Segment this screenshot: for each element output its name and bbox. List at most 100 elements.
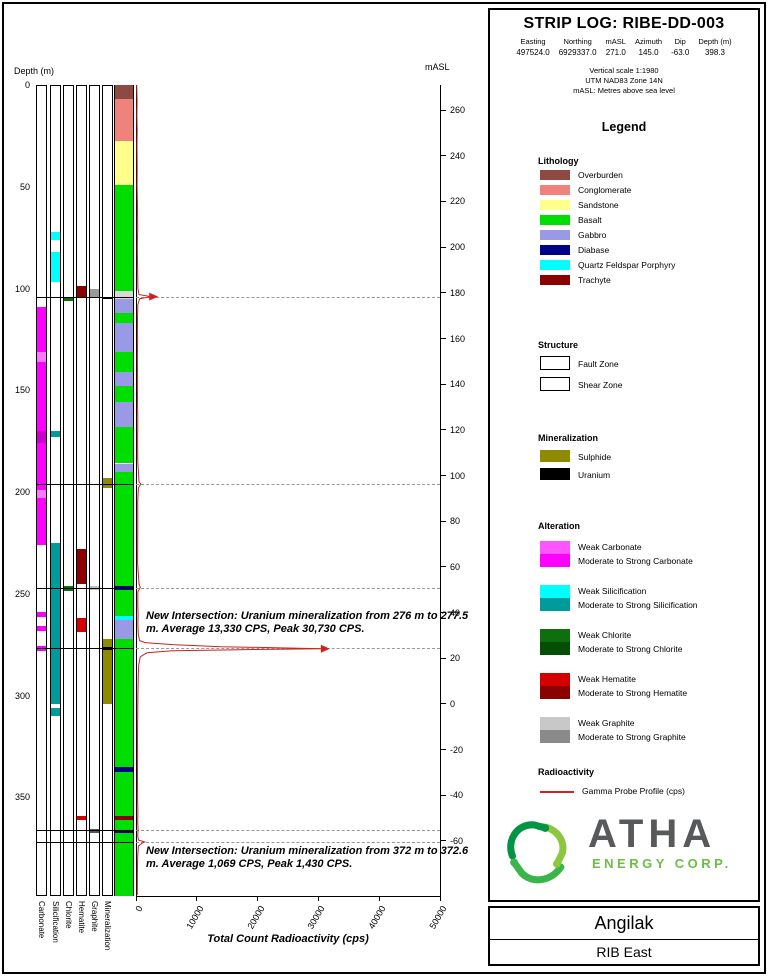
atha-logo-icon: [507, 821, 567, 884]
masl-tick-mark: [440, 520, 446, 522]
alteration-swatch-weak-weak-graphite: [540, 717, 570, 730]
carbonate-interval: [37, 430, 46, 444]
gamma-spike-arrow: [320, 644, 330, 653]
x-tick-mark: [439, 895, 441, 901]
masl-tick-label: 160: [450, 333, 466, 344]
carbonate-interval: [37, 361, 46, 431]
lithology-swatch-gabbro: [540, 230, 570, 240]
masl-tick-label: 60: [450, 561, 461, 572]
reference-dashed-line: [136, 829, 440, 831]
collar-col-dip: Dip -63.0: [671, 37, 689, 57]
alteration-swatch-weak-weak-silicification: [540, 585, 570, 598]
alteration-swatch-weak-weak-hematite: [540, 673, 570, 686]
x-tick-mark: [378, 895, 380, 901]
collar-col-northing: Northing 6929337.0: [559, 37, 597, 57]
depth-tick-label: 150: [14, 385, 30, 396]
carbonate-interval: [37, 645, 46, 651]
mineralization-interval: [103, 646, 112, 650]
alteration-weak-label: Weak Silicification: [578, 586, 647, 596]
silicification-interval: [51, 231, 60, 240]
lithology-interval-basalt: [115, 426, 133, 448]
masl-tick-label: 220: [450, 196, 466, 207]
lithology-interval-basalt: [115, 771, 133, 816]
collar-value: -63.0: [671, 48, 690, 57]
carbonate-interval: [37, 626, 46, 632]
depth-tick-label: 0: [24, 80, 30, 90]
structure-swatch-fault-zone: [540, 356, 570, 370]
lithology-item-label: Quartz Feldspar Porphyry: [578, 260, 676, 270]
collar-value: 497524.0: [516, 48, 550, 57]
column-label-hematite: Hematite: [77, 900, 86, 933]
carbonate-interval: [37, 351, 46, 362]
reference-dashed-line: [136, 841, 440, 843]
lithology-interval-basalt: [115, 638, 133, 706]
strip-lane-hematite: [76, 85, 87, 896]
chlorite-interval: [64, 585, 73, 591]
alteration-weak-label: Weak Carbonate: [578, 542, 642, 552]
project-name: Angilak: [594, 913, 654, 933]
lithology-interval-basalt: [115, 520, 133, 537]
depth-axis-label: Depth (m): [14, 66, 55, 76]
project-area: RIB East: [596, 944, 652, 960]
mineralization-swatch-uranium: [540, 468, 570, 480]
atha-logo: ATHA ENERGY CORP.: [500, 808, 752, 900]
lithology-item-label: Sandstone: [578, 200, 619, 210]
interval-boundary-line: [36, 648, 134, 650]
masl-tick-label: 20: [450, 653, 461, 664]
lithology-interval-basalt: [115, 239, 133, 258]
masl-tick-label: 260: [450, 105, 466, 116]
collar-header: Dip: [674, 37, 686, 46]
masl-tick-label: 140: [450, 379, 466, 390]
lithology-swatch-quartz-feldspar-porphyry: [540, 260, 570, 270]
legend-title: Legend: [601, 120, 647, 134]
silicification-interval: [51, 707, 60, 716]
collar-col-easting: Easting 497524.0: [516, 37, 549, 57]
silicification-interval: [51, 542, 60, 704]
lithology-item-label: Overburden: [578, 170, 623, 180]
mineralization-section-title: Mineralization: [538, 433, 599, 443]
lithology-interval-quartz-feldspar-porphyry: [115, 616, 133, 621]
lithology-interval-basalt: [115, 536, 133, 586]
lithology-item-label: Trachyte: [578, 275, 611, 285]
alteration-swatch-weak-weak-chlorite: [540, 629, 570, 642]
reference-dashed-line: [136, 483, 440, 485]
lithology-swatch-basalt: [540, 215, 570, 225]
collar-value: 145.0: [638, 48, 659, 57]
collar-header: Azimuth: [634, 37, 663, 46]
masl-axis-label: mASL: [425, 62, 450, 72]
lithology-interval-basalt: [115, 489, 133, 521]
masl-tick-mark: [440, 246, 446, 248]
alteration-swatch-strong-moderate-to-strong-hematite: [540, 686, 570, 699]
alteration-weak-label: Weak Chlorite: [578, 630, 632, 640]
strip-log-title: STRIP LOG: RIBE-DD-003: [523, 15, 725, 32]
gamma-line-swatch: [540, 791, 574, 793]
masl-tick-mark: [440, 200, 446, 202]
lithology-item-label: Conglomerate: [578, 185, 632, 195]
masl-tick-mark: [440, 703, 446, 705]
lithology-interval-basalt: [115, 257, 133, 277]
carbonate-interval: [37, 306, 46, 352]
lithology-swatch-trachyte: [540, 275, 570, 285]
masl-tick-label: 180: [450, 287, 466, 298]
masl-tick-mark: [440, 155, 446, 157]
lithology-interval-basalt: [115, 276, 133, 291]
masl-tick-mark: [440, 794, 446, 796]
x-tick-mark: [135, 895, 137, 901]
lithology-interval-basalt: [115, 290, 133, 299]
mineralization-interval: [103, 638, 112, 704]
collar-header: mASL: [605, 37, 626, 46]
collar-header: Depth (m): [698, 37, 732, 46]
depth-tick-label: 50: [19, 181, 30, 192]
strip-lane-mineralization: [102, 85, 113, 896]
lithology-swatch-overburden: [540, 170, 570, 180]
collar-value: 398.3: [704, 48, 725, 57]
lithology-interval-basalt: [115, 221, 133, 240]
alteration-swatch-strong-moderate-to-strong-graphite: [540, 730, 570, 743]
lithology-interval-conglomerate: [115, 99, 133, 141]
mineralization-item-label: Sulphide: [578, 452, 612, 462]
collar-header: Easting: [520, 37, 546, 46]
lithology-interval-diabase: [115, 585, 133, 590]
lithology-interval-gabbro: [115, 463, 133, 472]
collar-col-depth-m-: Depth (m) 398.3: [698, 37, 731, 57]
